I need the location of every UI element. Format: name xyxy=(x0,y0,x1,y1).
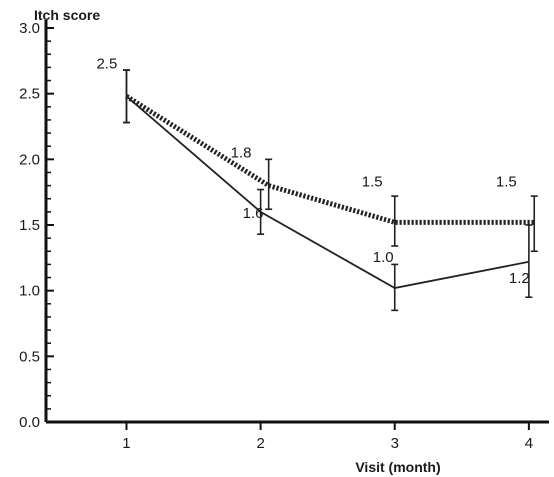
axes xyxy=(44,20,549,424)
y-tick-label: 2.0 xyxy=(19,151,40,168)
data-label: 1.2 xyxy=(509,270,530,287)
x-tick-label: 1 xyxy=(122,435,130,452)
series-line-dotted xyxy=(125,94,535,225)
data-label: 1.5 xyxy=(496,173,517,190)
series-layer xyxy=(122,69,538,312)
data-label: 1.5 xyxy=(362,173,383,190)
x-tick-label: 3 xyxy=(391,435,399,452)
x-axis-title: Visit (month) xyxy=(355,459,440,475)
data-label: 1.0 xyxy=(373,249,394,266)
y-tick-label: 1.0 xyxy=(19,283,40,300)
labels: 1.6 1.0 1.2 2.5 1.8 1.5 1.5 xyxy=(96,55,529,286)
series-line-solid xyxy=(125,95,530,289)
y-tick-label: 0.0 xyxy=(19,414,40,431)
x-tick-label: 2 xyxy=(256,435,264,452)
data-label: 1.8 xyxy=(231,145,252,162)
y-tick-label: 0.5 xyxy=(19,348,40,365)
y-tick-label: 3.0 xyxy=(19,20,40,37)
x-tick-label: 4 xyxy=(525,435,533,452)
y-tick-label: 1.5 xyxy=(19,217,40,234)
data-label: 2.5 xyxy=(96,55,117,72)
series-solid xyxy=(122,69,533,312)
ticks: 0.0 0.5 1.0 1.5 2.0 2.5 3.0 1 2 3 4 xyxy=(19,20,533,452)
y-tick-label: 2.5 xyxy=(19,86,40,103)
y-axis-title: Itch score xyxy=(34,7,100,23)
data-label: 1.6 xyxy=(243,205,264,222)
series-dotted xyxy=(122,69,538,253)
